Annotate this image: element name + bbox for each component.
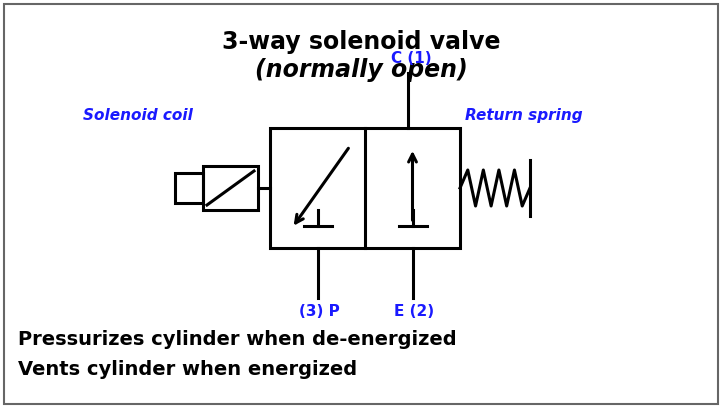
Text: E (2): E (2) <box>394 304 435 319</box>
Text: Return spring: Return spring <box>465 108 583 123</box>
Text: Vents cylinder when energized: Vents cylinder when energized <box>18 360 357 379</box>
Text: Solenoid coil: Solenoid coil <box>83 108 193 123</box>
Text: (normally open): (normally open) <box>255 58 467 82</box>
Text: Pressurizes cylinder when de-energized: Pressurizes cylinder when de-energized <box>18 330 456 349</box>
Text: 3-way solenoid valve: 3-way solenoid valve <box>222 30 500 54</box>
Bar <box>203 166 258 210</box>
Bar <box>175 173 203 203</box>
Text: (3) P: (3) P <box>299 304 340 319</box>
Bar <box>270 128 460 248</box>
Text: C (1): C (1) <box>391 51 432 66</box>
